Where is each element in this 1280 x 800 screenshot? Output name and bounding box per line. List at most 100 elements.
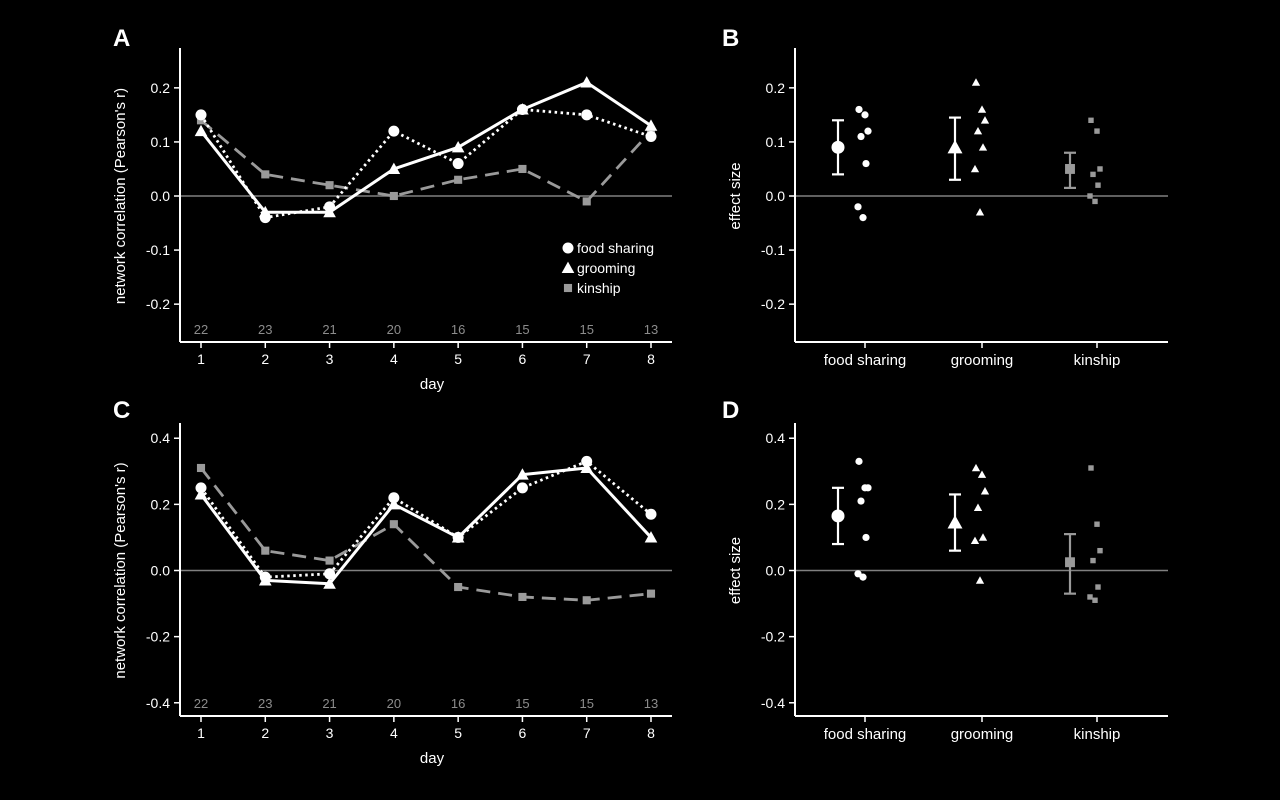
y-axis-title: network correlation (Pearson's r) bbox=[112, 462, 129, 678]
data-point-kinship bbox=[261, 546, 270, 555]
x-category-label: food sharing bbox=[824, 726, 907, 743]
x-tick-label: 5 bbox=[454, 351, 462, 367]
data-point-kinship bbox=[582, 596, 591, 605]
x-tick-label: 4 bbox=[390, 725, 398, 741]
data-point-food-sharing bbox=[645, 508, 657, 520]
y-tick-label: -0.2 bbox=[761, 629, 785, 645]
y-tick-label: 0.2 bbox=[151, 80, 171, 96]
x-tick-label: 7 bbox=[583, 725, 591, 741]
data-point-food-sharing bbox=[324, 568, 336, 580]
raw-point-kinship bbox=[1092, 597, 1098, 603]
sample-size-label: 13 bbox=[644, 696, 658, 711]
raw-point-grooming bbox=[977, 470, 987, 478]
y-tick-label: 0.0 bbox=[151, 563, 171, 579]
data-point-food-sharing bbox=[452, 158, 464, 170]
raw-point-food-sharing bbox=[859, 214, 867, 222]
data-point-grooming bbox=[387, 162, 401, 175]
y-tick-label: -0.4 bbox=[146, 695, 170, 711]
y-axis-title: network correlation (Pearson's r) bbox=[112, 88, 129, 304]
sample-size-label: 23 bbox=[258, 322, 272, 337]
data-point-food-sharing bbox=[581, 109, 593, 121]
legend-marker-grooming bbox=[561, 261, 575, 274]
data-point-grooming bbox=[194, 488, 208, 500]
raw-point-kinship bbox=[1097, 166, 1103, 172]
data-point-grooming bbox=[451, 141, 465, 153]
sample-size-label: 15 bbox=[579, 322, 593, 337]
x-axis-title: day bbox=[420, 750, 445, 767]
raw-point-food-sharing bbox=[862, 159, 870, 168]
data-point-grooming bbox=[194, 124, 208, 137]
y-tick-label: 0.1 bbox=[766, 134, 786, 150]
sample-size-label: 15 bbox=[515, 322, 529, 337]
series-line-grooming bbox=[199, 466, 653, 586]
mean-marker-kinship bbox=[1065, 557, 1075, 568]
panel-b: B -0.2 -0.1 0.0 0.1 0.2 effect size food sharin… bbox=[722, 25, 1168, 369]
sample-size-label: 20 bbox=[387, 322, 401, 337]
y-tick-label: -0.4 bbox=[761, 695, 785, 711]
x-category-label: kinship bbox=[1074, 352, 1121, 369]
panel-label: C bbox=[113, 397, 130, 424]
raw-point-grooming bbox=[973, 503, 983, 511]
y-tick-label: 0.2 bbox=[766, 496, 786, 512]
y-tick-label: -0.2 bbox=[146, 296, 170, 312]
legend-marker-kinship bbox=[563, 283, 573, 293]
raw-point-food-sharing bbox=[862, 533, 870, 542]
x-category-label: food sharing bbox=[824, 352, 907, 369]
raw-point-kinship bbox=[1094, 128, 1100, 134]
panel-d: D -0.4 -0.2 0.0 0.2 0.4 effect size food sharin… bbox=[722, 397, 1168, 743]
raw-point-kinship bbox=[1087, 193, 1093, 199]
x-axis-title: day bbox=[420, 376, 445, 393]
raw-point-food-sharing bbox=[864, 127, 872, 135]
raw-point-kinship bbox=[1090, 557, 1096, 564]
panel-label: A bbox=[113, 25, 130, 52]
legend-label-kinship: kinship bbox=[577, 280, 621, 296]
data-point-grooming bbox=[516, 468, 529, 480]
y-tick-label: 0.4 bbox=[766, 430, 786, 446]
data-point-grooming bbox=[580, 461, 594, 474]
y-axis-title: effect size bbox=[727, 162, 744, 229]
raw-point-food-sharing bbox=[854, 203, 862, 211]
data-point-kinship bbox=[518, 592, 527, 602]
data-point-kinship bbox=[389, 520, 398, 529]
data-point-kinship bbox=[518, 164, 527, 174]
data-point-grooming bbox=[644, 119, 658, 131]
x-tick-label: 8 bbox=[647, 351, 655, 367]
sample-size-label: 16 bbox=[451, 322, 465, 337]
sample-size-label: 21 bbox=[322, 696, 336, 711]
data-point-food-sharing bbox=[388, 492, 400, 504]
sample-size-label: 22 bbox=[194, 696, 208, 711]
sample-size-label: 15 bbox=[579, 696, 593, 711]
x-tick-label: 6 bbox=[519, 351, 527, 367]
data-point-grooming bbox=[451, 531, 465, 543]
sample-size-label: 23 bbox=[258, 696, 272, 711]
y-tick-label: 0.4 bbox=[151, 430, 171, 446]
data-point-food-sharing bbox=[195, 109, 207, 121]
x-tick-label: 5 bbox=[454, 725, 462, 741]
panel-c: C -0.4 -0.2 0.0 0.2 0.4 network correlation (P… bbox=[112, 397, 672, 767]
y-tick-label: -0.2 bbox=[761, 296, 785, 312]
legend: food sharing grooming kinship bbox=[561, 240, 654, 296]
data-point-food-sharing bbox=[516, 482, 528, 494]
x-tick-label: 4 bbox=[390, 351, 398, 367]
x-tick-label: 2 bbox=[261, 351, 269, 367]
series-line-kinship bbox=[199, 467, 652, 602]
raw-point-kinship bbox=[1097, 547, 1103, 554]
raw-point-kinship bbox=[1095, 182, 1101, 188]
legend-label-food-sharing: food sharing bbox=[577, 240, 654, 256]
data-point-grooming bbox=[323, 205, 336, 218]
data-point-grooming bbox=[644, 531, 658, 543]
data-point-kinship bbox=[325, 556, 334, 565]
data-point-grooming bbox=[387, 498, 401, 510]
data-point-kinship bbox=[261, 170, 270, 179]
data-point-grooming bbox=[516, 103, 529, 115]
sample-size-label: 16 bbox=[451, 696, 465, 711]
y-tick-label: -0.1 bbox=[761, 242, 785, 258]
sample-size-label: 21 bbox=[322, 322, 336, 337]
series-line-grooming bbox=[199, 80, 652, 214]
mean-marker-kinship bbox=[1065, 164, 1075, 174]
data-point-grooming bbox=[258, 205, 272, 218]
y-tick-label: 0.0 bbox=[151, 188, 171, 204]
y-axis-title: effect size bbox=[727, 537, 744, 604]
